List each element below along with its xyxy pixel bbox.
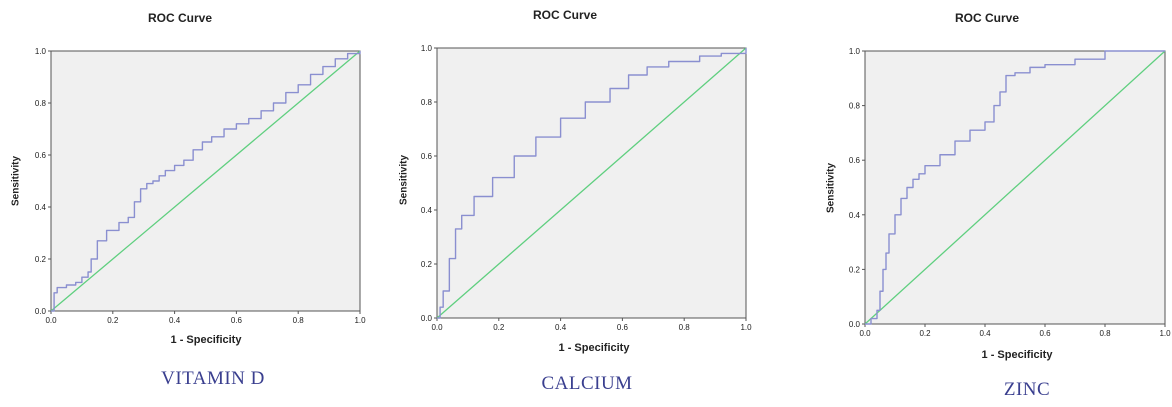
y-tick-label: 0.4: [849, 211, 861, 220]
y-tick-label: 0.6: [35, 151, 47, 160]
chart-title: ROC Curve: [954, 11, 1020, 25]
x-tick-label: 0.8: [1099, 329, 1111, 338]
roc-chart-2: 0.0 0.2 0.4 0.6 0.8 1.0 0.0 0.2 0.4 0.6 0.8 1.0: [849, 47, 1171, 338]
x-tick-label: 0.2: [919, 329, 931, 338]
reference-line: [436, 47, 747, 319]
x-tick-label: 0.0: [859, 329, 871, 338]
y-tick-label: 0.2: [849, 265, 861, 274]
y-tick-label: 0.6: [421, 152, 433, 161]
x-tick-label: 0.6: [231, 316, 243, 325]
x-tick-label: 0.8: [679, 323, 691, 332]
y-tick-label: 0.0: [35, 307, 47, 316]
chart-caption: ZINC: [1003, 379, 1051, 400]
x-tick-label: 0.2: [107, 316, 119, 325]
x-tick-label: 1.0: [740, 323, 752, 332]
roc-chart-1: 0.0 0.2 0.4 0.6 0.8 1.0 0.0 0.2 0.4 0.6 0.8 1.0: [421, 44, 752, 332]
y-tick-label: 1.0: [35, 47, 47, 56]
roc-curve: [865, 50, 1165, 325]
roc-curve: [437, 48, 747, 319]
y-tick-label: 1.0: [421, 44, 433, 53]
roc-chart-0: 0.0 0.2 0.4 0.6 0.8 1.0 0.0 0.2 0.4 0.6 0.8 1.0: [35, 47, 366, 325]
y-tick-label: 0.0: [421, 314, 433, 323]
chart-title: ROC Curve: [532, 8, 598, 22]
reference-line: [50, 50, 361, 312]
reference-line: [864, 50, 1166, 325]
x-tick-label: 1.0: [354, 316, 366, 325]
x-axis-label: 1 - Specificity: [558, 342, 630, 354]
x-tick-label: 1.0: [1159, 329, 1171, 338]
x-tick-label: 0.4: [979, 329, 991, 338]
y-tick-label: 1.0: [849, 47, 861, 56]
x-tick-label: 0.6: [1039, 329, 1051, 338]
x-tick-label: 0.2: [493, 323, 505, 332]
y-tick-label: 0.8: [421, 98, 433, 107]
y-tick-label: 0.8: [849, 102, 861, 111]
x-axis-label: 1 - Specificity: [981, 349, 1053, 361]
y-tick-label: 0.2: [35, 255, 47, 264]
y-tick-label: 0.8: [35, 99, 47, 108]
x-tick-label: 0.4: [169, 316, 181, 325]
x-tick-label: 0.6: [617, 323, 629, 332]
y-tick-label: 0.4: [35, 203, 47, 212]
x-tick-label: 0.8: [293, 316, 305, 325]
x-tick-label: 0.0: [45, 316, 57, 325]
y-tick-label: 0.6: [849, 156, 861, 165]
y-tick-label: 0.0: [849, 320, 861, 329]
x-axis-label: 1 - Specificity: [170, 334, 242, 346]
y-tick-label: 0.4: [421, 206, 433, 215]
roc-curve: [51, 51, 361, 312]
x-tick-label: 0.4: [555, 323, 567, 332]
y-tick-label: 0.2: [421, 260, 433, 269]
chart-caption: VITAMIN D: [161, 368, 265, 389]
x-tick-label: 0.0: [431, 323, 443, 332]
chart-title: ROC Curve: [147, 11, 213, 25]
chart-caption: CALCIUM: [541, 373, 633, 394]
